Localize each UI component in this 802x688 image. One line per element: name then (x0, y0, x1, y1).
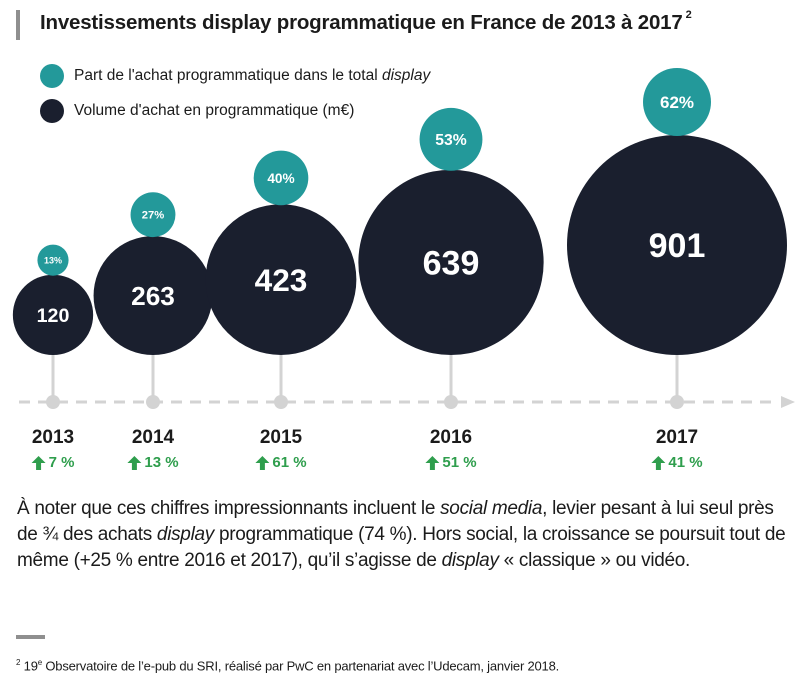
title-accent-bar (16, 10, 20, 40)
share-label-2017: 62% (660, 93, 694, 112)
growth-value: 61 % (272, 454, 307, 471)
axis-dot-2016 (444, 395, 458, 409)
footnote-divider (16, 635, 45, 639)
up-arrow-icon (127, 455, 142, 470)
legend-label-volume: Volume d'achat en programmatique (m€) (74, 102, 355, 119)
growth-2013: 7 % (31, 454, 75, 471)
timeline-arrow-icon (781, 396, 795, 408)
share-bubble-2016 (419, 107, 483, 171)
growth-2016: 51 % (425, 454, 477, 471)
volume-label-2017: 901 (649, 227, 706, 265)
up-arrow-icon (651, 455, 666, 470)
legend-label-share: Part de l'achat programmatique dans le t… (74, 67, 431, 84)
chart-title: Investissements display programmatique e… (40, 9, 692, 35)
volume-bubble-2015 (205, 204, 357, 355)
share-bubble-2017 (643, 68, 711, 136)
growth-value: 7 % (48, 454, 75, 471)
chart-title-text: Investissements display programmatique e… (40, 11, 683, 34)
axis-dot-2015 (274, 395, 288, 409)
share-label-2016: 53% (435, 132, 466, 149)
volume-bubble-2014 (93, 236, 213, 355)
volume-label-2013: 120 (37, 305, 70, 327)
body-paragraph: À noter que ces chiffres impressionnants… (17, 498, 786, 571)
year-label-2013: 2013 (31, 427, 75, 448)
growth-value: 51 % (442, 454, 477, 471)
volume-label-2016: 639 (423, 245, 480, 283)
legend-swatch-share (40, 64, 64, 88)
up-arrow-icon (425, 455, 440, 470)
share-label-2013: 13% (44, 255, 62, 265)
volume-bubble-2013 (12, 274, 94, 356)
growth-2014: 13 % (127, 454, 179, 471)
legend-item-volume: Volume d'achat en programmatique (m€) (40, 99, 354, 123)
year-label-2016: 2016 (429, 427, 473, 448)
up-arrow-icon (255, 455, 270, 470)
volume-bubble-2017 (567, 135, 787, 355)
share-bubble-2014 (130, 192, 176, 238)
up-arrow-icon (31, 455, 46, 470)
volume-bubble-2016 (358, 169, 544, 355)
bubble-chart: 120 13% 263 27% 423 40% 639 53% 901 62% (12, 68, 795, 409)
title-footnote-marker: 2 (685, 9, 692, 21)
legend-item-share: Part de l'achat programmatique dans le t… (40, 64, 430, 88)
share-label-2014: 27% (142, 210, 164, 222)
year-label-2017: 2017 (655, 427, 699, 448)
growth-value: 13 % (144, 454, 179, 471)
axis-dot-2014 (146, 395, 160, 409)
volume-label-2015: 423 (255, 262, 308, 298)
share-bubble-2013 (37, 244, 69, 276)
share-label-2015: 40% (267, 171, 294, 186)
axis-dot-2013 (46, 395, 60, 409)
footnote-marker: 2 (16, 658, 21, 667)
axis-dot-2017 (670, 395, 684, 409)
share-bubble-2015 (253, 150, 309, 206)
year-label-2015: 2015 (259, 427, 303, 448)
year-label-2014: 2014 (131, 427, 175, 448)
legend-swatch-volume (40, 99, 64, 123)
footnote: 2 19e Observatoire de l’e-pub du SRI, ré… (16, 658, 560, 674)
growth-value: 41 % (668, 454, 703, 471)
growth-2015: 61 % (255, 454, 307, 471)
volume-label-2014: 263 (131, 281, 175, 311)
growth-2017: 41 % (651, 454, 703, 471)
